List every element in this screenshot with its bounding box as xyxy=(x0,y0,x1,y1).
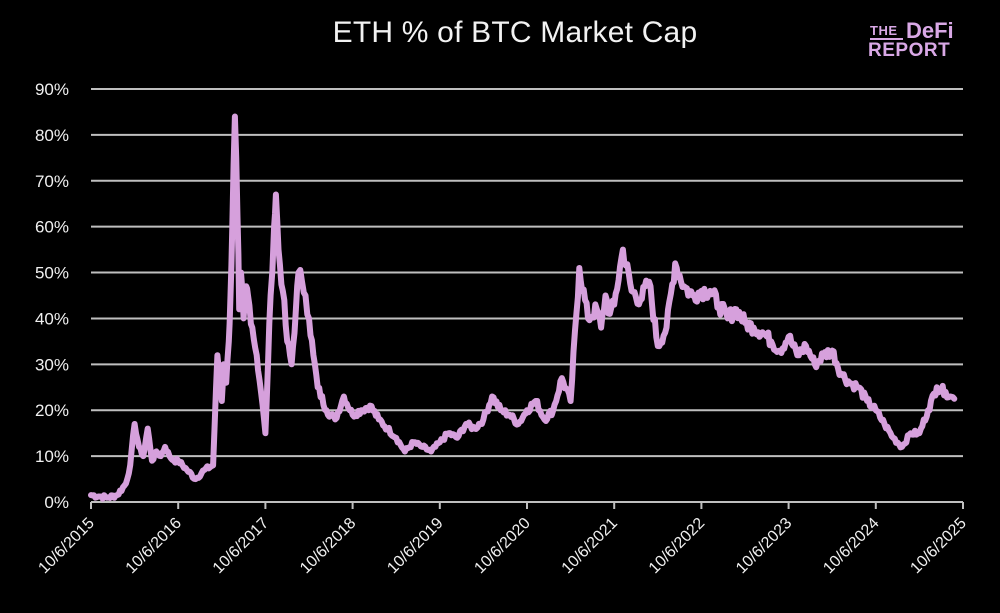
y-tick-label: 70% xyxy=(35,172,69,191)
logo-the: THE xyxy=(870,23,898,38)
x-axis xyxy=(90,501,964,509)
y-tick-label: 90% xyxy=(35,80,69,99)
defi-report-logo: THE DeFi REPORT xyxy=(866,18,966,62)
y-tick-label: 30% xyxy=(35,355,69,374)
x-tick-label: 10/6/2021 xyxy=(559,515,621,577)
x-axis-labels: 10/6/2015 10/6/2016 10/6/2017 10/6/2018 10/6… xyxy=(35,515,969,577)
y-tick-label: 50% xyxy=(35,264,69,283)
y-tick-label: 10% xyxy=(35,447,69,466)
x-tick-label: 10/6/2015 xyxy=(35,515,97,577)
y-tick-label: 40% xyxy=(35,309,69,328)
y-tick-label: 80% xyxy=(35,126,69,145)
x-tick-label: 10/6/2019 xyxy=(384,515,446,577)
x-tick-label: 10/6/2017 xyxy=(210,515,272,577)
x-tick-label: 10/6/2023 xyxy=(733,515,795,577)
logo-underline xyxy=(870,38,903,40)
x-tick-label: 10/6/2022 xyxy=(646,515,708,577)
logo-report: REPORT xyxy=(868,40,951,61)
y-axis-labels: 0% 10% 20% 30% 40% 50% 60% 70% 80% 90% xyxy=(35,80,69,512)
x-tick-label: 10/6/2020 xyxy=(471,515,533,577)
x-tick-label: 10/6/2024 xyxy=(820,515,882,577)
logo-defi: DeFi xyxy=(906,18,954,43)
eth-btc-ratio-line xyxy=(88,113,958,502)
chart-title: ETH % of BTC Market Cap xyxy=(332,16,698,49)
y-tick-label: 60% xyxy=(35,218,69,237)
y-tick-label: 20% xyxy=(35,401,69,420)
x-tick-label: 10/6/2018 xyxy=(297,515,359,577)
x-tick-label: 10/6/2016 xyxy=(123,515,185,577)
y-tick-label: 0% xyxy=(44,493,69,512)
x-tick-label: 10/6/2025 xyxy=(907,515,969,577)
